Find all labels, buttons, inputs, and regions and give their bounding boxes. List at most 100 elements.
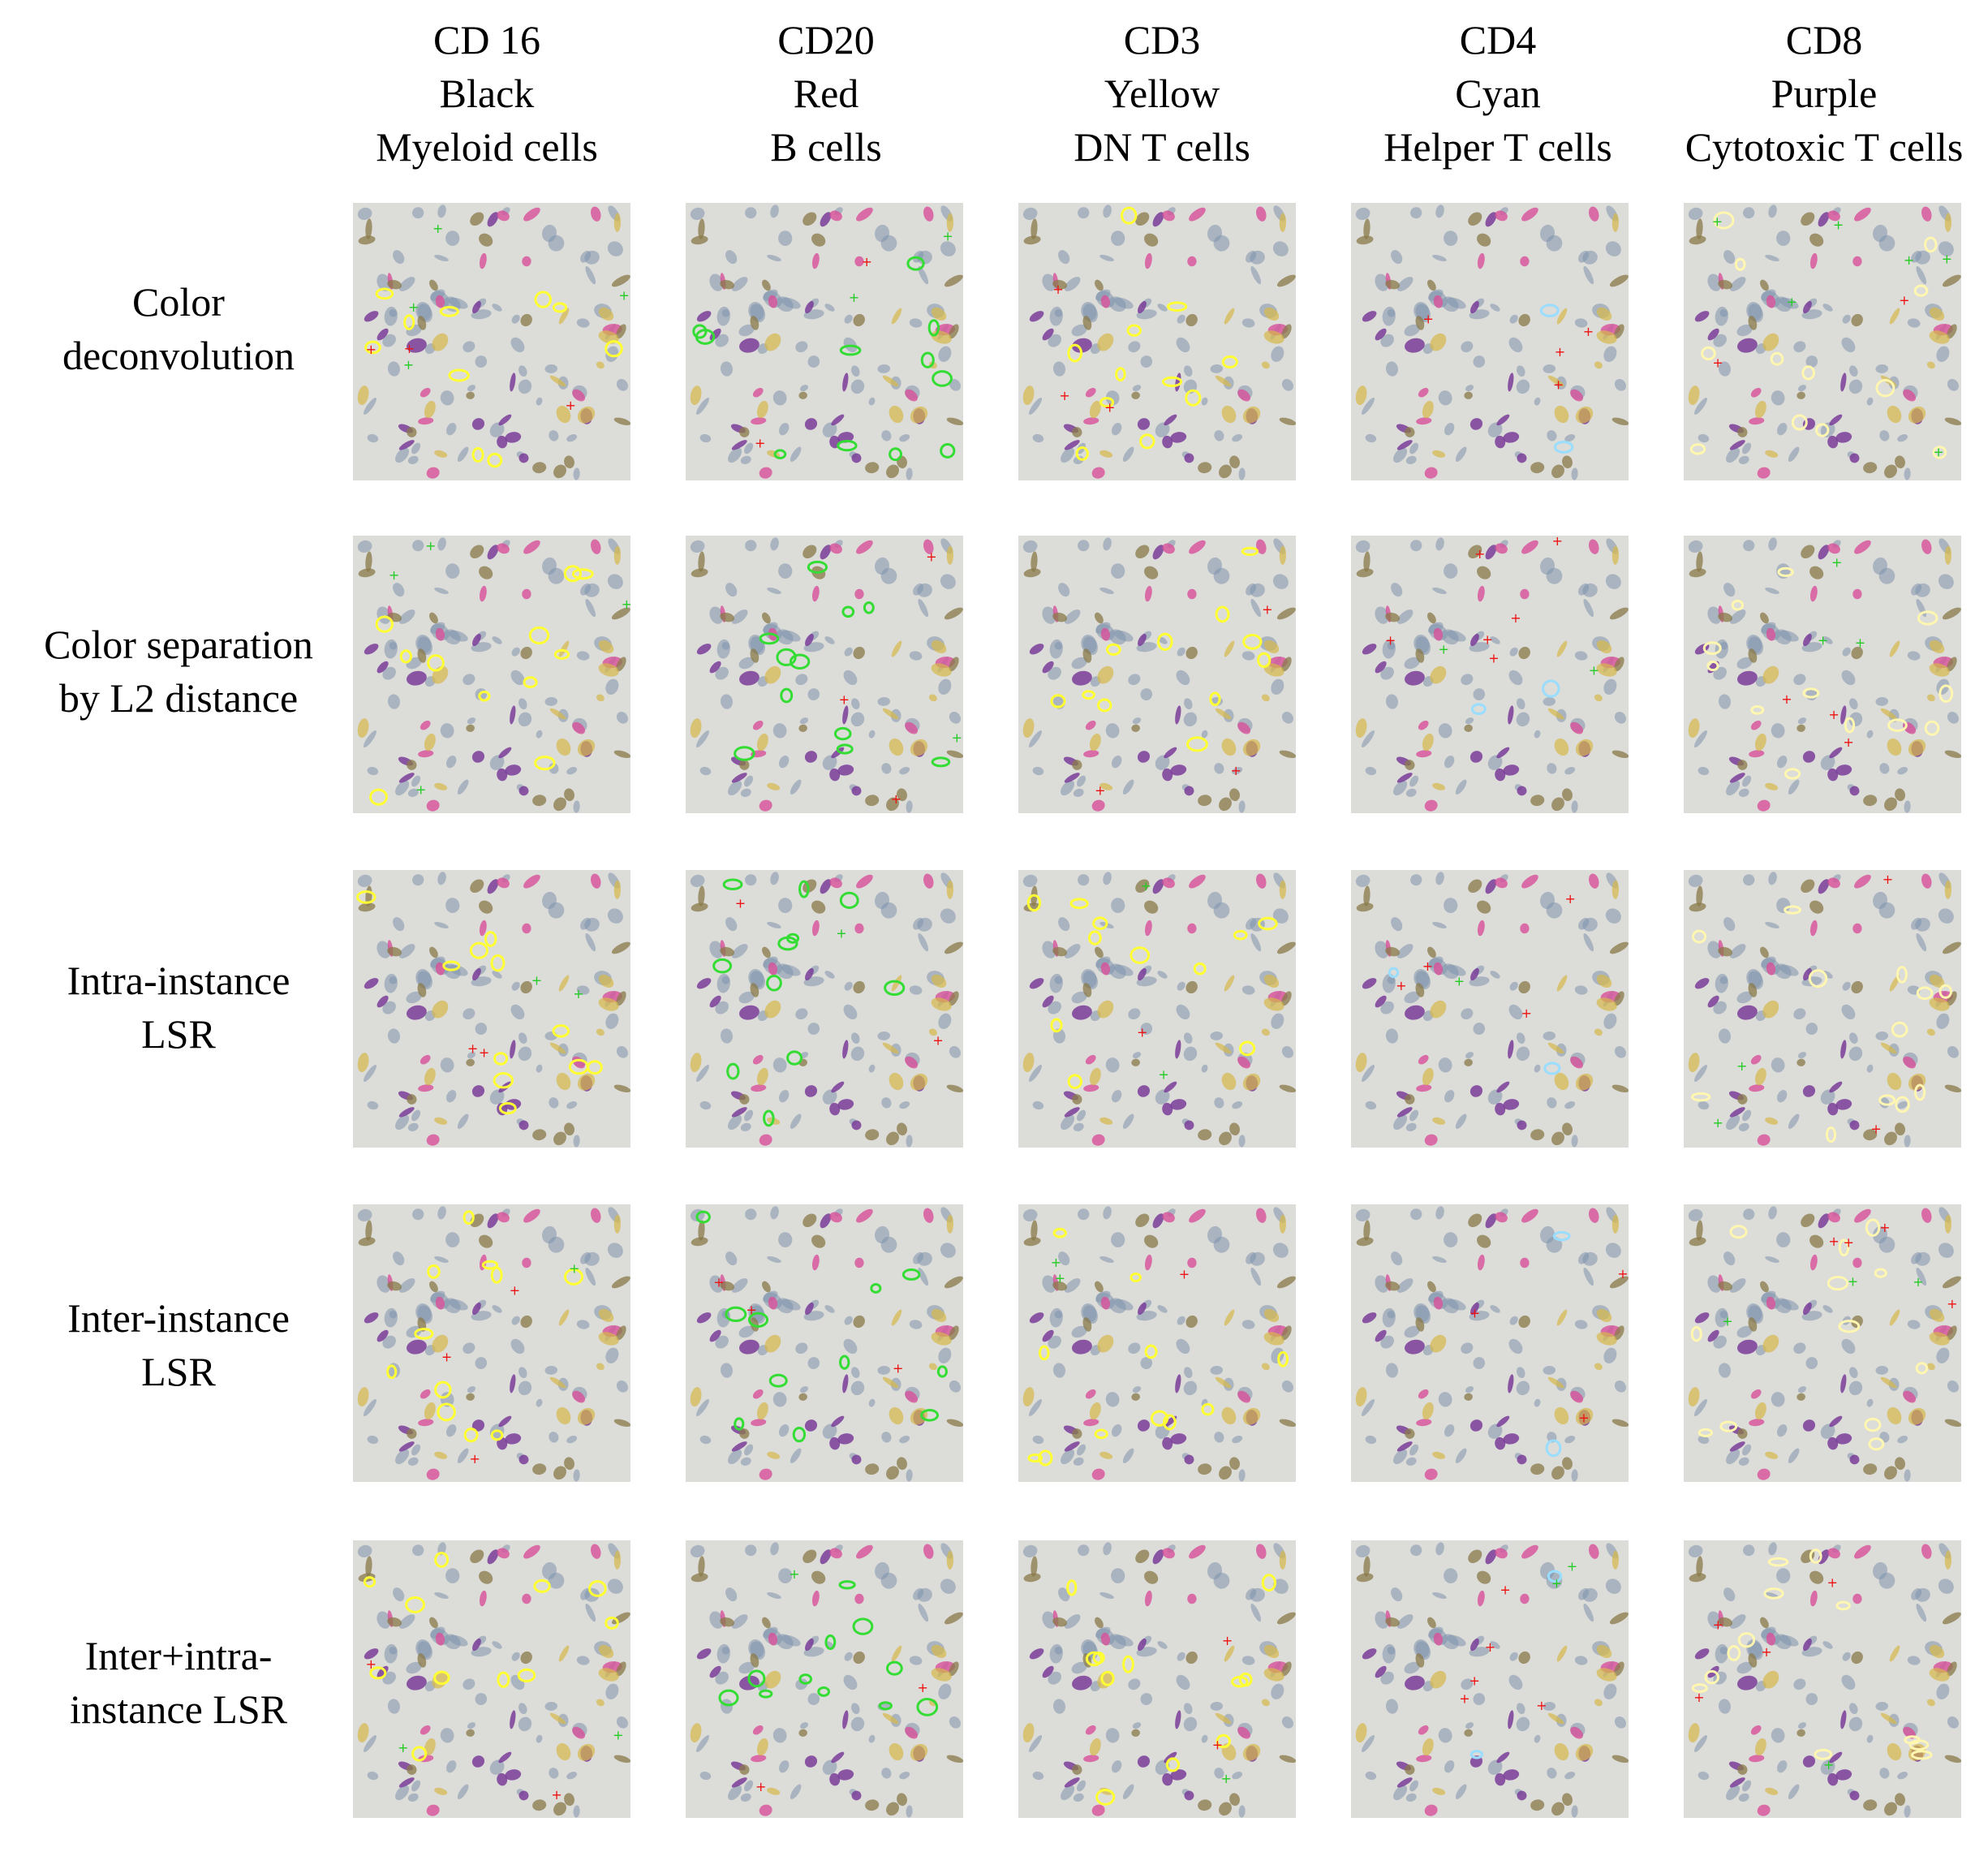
cell [1144, 233, 1159, 247]
tissue-image: +++++++ [353, 203, 630, 480]
cell [938, 1683, 952, 1699]
segmentation-contour [1261, 1574, 1276, 1592]
segmentation-contour [490, 1429, 504, 1441]
cell [805, 967, 814, 981]
cell [1071, 991, 1087, 1004]
result-image-tile: + + + + [353, 1540, 630, 1818]
segmentation-contour [1216, 1734, 1231, 1749]
segmentation-contour [427, 1264, 441, 1279]
cell [1135, 1549, 1150, 1564]
cell [1281, 1046, 1293, 1058]
cell [772, 1057, 787, 1073]
cell [756, 1067, 768, 1086]
cell [1085, 1389, 1096, 1399]
cell [395, 1114, 410, 1131]
cell [1556, 640, 1568, 657]
cell [889, 738, 904, 756]
cell [549, 1042, 566, 1054]
cell [1596, 997, 1617, 1011]
segmentation-contour [836, 743, 854, 755]
cell [1477, 1570, 1491, 1584]
cell [1433, 1632, 1443, 1646]
cell [1276, 1612, 1296, 1625]
column-color: Cyan [1455, 71, 1541, 116]
cell [367, 1435, 379, 1445]
cell [1405, 1094, 1415, 1105]
cell [445, 230, 460, 247]
cell [1827, 877, 1840, 889]
cell [1776, 1568, 1791, 1584]
cell [790, 779, 802, 795]
cell [1215, 375, 1232, 387]
cell [549, 1712, 566, 1725]
cell [1356, 1573, 1374, 1583]
cell [1788, 1113, 1800, 1129]
segmentation-contour [571, 568, 594, 580]
column-header-cd16: CD 16 Black Myeloid cells [325, 13, 649, 174]
cell [389, 308, 398, 317]
cell [897, 1793, 907, 1807]
cell [1797, 1052, 1807, 1059]
cell [1052, 279, 1068, 290]
cell [850, 712, 865, 727]
cell [1766, 962, 1775, 976]
cell [613, 1084, 630, 1093]
cell [1237, 1056, 1251, 1069]
segmentation-contour [1835, 1600, 1851, 1611]
cell [1908, 1407, 1926, 1425]
column-color: Purple [1771, 71, 1878, 116]
cell [1737, 338, 1758, 353]
cell [448, 630, 468, 642]
cell [720, 279, 735, 290]
cell [393, 250, 405, 265]
cell [1135, 879, 1150, 894]
cell [1589, 206, 1599, 222]
cell [1578, 1251, 1590, 1264]
column-marker: CD3 [1123, 17, 1201, 62]
segmentation-contour [498, 1101, 517, 1115]
cell [1082, 648, 1092, 663]
cell [472, 1638, 481, 1652]
cell [1562, 1122, 1573, 1136]
cell [1185, 313, 1198, 327]
cell [1921, 1208, 1932, 1223]
segmentation-contour [1100, 1670, 1115, 1686]
cell [1162, 1102, 1173, 1116]
segmentation-contour [553, 648, 570, 660]
cell [1765, 450, 1779, 458]
cell [548, 1236, 565, 1253]
cell [389, 976, 398, 984]
cell [377, 1611, 391, 1629]
cell [1490, 636, 1500, 644]
cell [740, 1457, 751, 1466]
cell [923, 206, 934, 222]
cell [472, 633, 481, 647]
cell [1391, 1251, 1403, 1266]
cell [407, 1675, 427, 1690]
cell [412, 1208, 424, 1221]
cell [928, 1363, 937, 1371]
cell [424, 400, 436, 419]
cell [558, 640, 570, 657]
cell [389, 1310, 398, 1319]
cell [1095, 946, 1104, 958]
cell [479, 1570, 493, 1584]
row-label-line: by L2 distance [58, 675, 299, 721]
cell [1396, 609, 1414, 624]
cell [1089, 400, 1101, 419]
cell [1822, 636, 1833, 644]
cell [467, 717, 476, 725]
cell [466, 1393, 475, 1401]
cell [905, 721, 919, 734]
cell [798, 724, 807, 732]
cell [1788, 1784, 1800, 1799]
annotation-marker: + [1712, 355, 1723, 371]
segmentation-contour [931, 756, 951, 768]
cell [1551, 1131, 1564, 1146]
cell [1362, 1734, 1375, 1752]
segmentation-contour [1895, 1096, 1910, 1113]
cell [1470, 1638, 1479, 1652]
cell [505, 1433, 522, 1445]
cell [881, 430, 892, 441]
cell [434, 450, 448, 458]
